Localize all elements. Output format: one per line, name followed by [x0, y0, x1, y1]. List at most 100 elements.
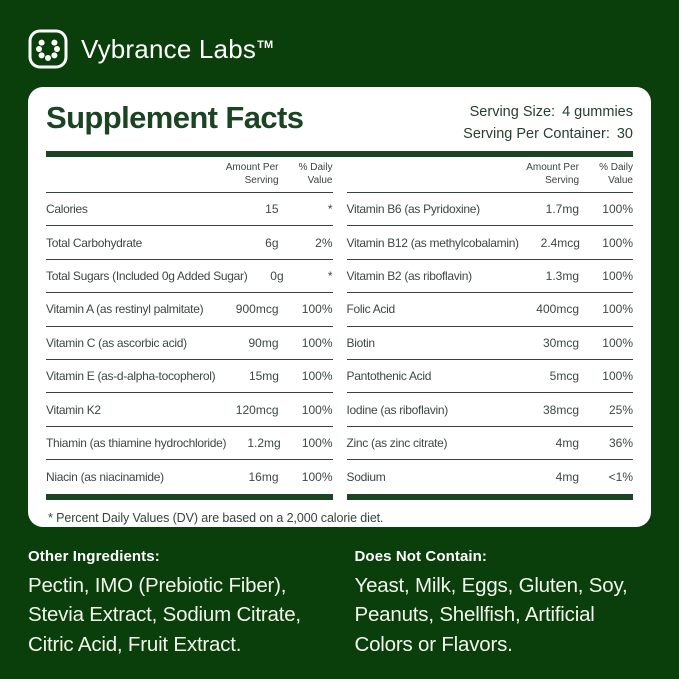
nutrient-amount: 15 [265, 202, 279, 217]
nutrient-amount: 1.7mg [545, 202, 579, 217]
nutrient-row: Vitamin A (as restinyl palmitate) 900mcg… [46, 293, 333, 327]
nutrient-amount: 90mg [248, 335, 279, 350]
nutrient-name: Vitamin E (as-d-alpha-tocopherol) [46, 369, 216, 384]
brand-logo-icon [28, 29, 68, 69]
nutrient-row: Vitamin B12 (as methylcobalamin) 2.4mcg … [346, 226, 633, 260]
nutrient-amount: 2.4mcg [540, 235, 580, 250]
nutrient-name: Iodine (as riboflavin) [346, 402, 449, 417]
nutrient-daily-value: 100% [602, 335, 633, 350]
nutrient-name: Biotin [346, 335, 376, 350]
serving-info: Serving Size: 4 gummies Serving Per Conta… [463, 100, 633, 146]
nutrient-row: Vitamin K2 120mcg 100% [46, 393, 333, 427]
nutrient-name: Vitamin C (as ascorbic acid) [46, 335, 187, 350]
nutrient-row: Biotin 30mcg 100% [346, 327, 633, 360]
nutrient-daily-value: 100% [602, 202, 633, 217]
does-not-contain-label: Does Not Contain: [354, 548, 488, 565]
nutrient-daily-value: 100% [602, 369, 633, 384]
nutrient-daily-value: 100% [301, 402, 333, 417]
nutrient-row: Total Sugars (Included 0g Added Sugar) 0… [46, 260, 333, 294]
nutrient-name: Calories [46, 202, 88, 217]
nutrient-row: Niacin (as niacinamide) 16mg 100% [46, 460, 333, 493]
nutrient-daily-value: * [327, 268, 333, 283]
nutrient-name: Total Sugars (Included 0g Added Sugar) [46, 268, 248, 283]
nutrient-row: Vitamin E (as-d-alpha-tocopherol) 15mg 1… [46, 360, 333, 394]
nutrient-row: Sodium 4mg <1% [347, 460, 634, 493]
daily-value-header: % Daily Value [599, 162, 633, 186]
nutrient-amount: 0g [270, 268, 284, 283]
nutrient-amount: 4mg [555, 435, 579, 450]
nutrient-row: Vitamin B2 (as riboflavin) 1.3mg 100% [346, 260, 633, 294]
nutrient-daily-value: 100% [301, 469, 333, 484]
facts-table-left: Amount Per Serving % Daily Value Calorie… [46, 157, 333, 500]
header-rule [46, 151, 633, 157]
nutrient-daily-value: * [327, 202, 333, 217]
nutrient-row: Vitamin C (as ascorbic acid) 90mg 100% [46, 327, 333, 360]
nutrient-name: Niacin (as niacinamide) [46, 469, 164, 484]
daily-value-header: % Daily Value [298, 162, 333, 186]
nutrient-name: Pantothenic Acid [346, 369, 432, 384]
nutrient-daily-value: 100% [301, 335, 333, 350]
nutrient-name: Total Carbohydrate [46, 235, 142, 250]
nutrient-name: Vitamin K2 [46, 402, 101, 417]
nutrient-row: Thiamin (as thiamine hydrochloride) 1.2m… [46, 427, 333, 461]
table-bottom-rule [46, 493, 333, 500]
nutrient-row: Calories 15 * [46, 193, 333, 227]
serving-size: Serving Size: 4 gummies [469, 104, 633, 120]
nutrient-daily-value: 100% [602, 235, 633, 250]
nutrient-row: Total Carbohydrate 6g 2% [46, 226, 333, 260]
nutrient-amount: 16mg [248, 469, 279, 484]
nutrient-name: Sodium [346, 469, 386, 484]
nutrient-daily-value: 25% [608, 402, 633, 417]
nutrient-row: Pantothenic Acid 5mcg 100% [346, 360, 633, 394]
nutrient-amount: 6g [265, 235, 279, 250]
nutrient-daily-value: 100% [301, 302, 333, 317]
amount-per-serving-header: Amount Per Serving [526, 162, 579, 186]
trademark-symbol: TM [257, 38, 274, 51]
panel-header: Supplement Facts Serving Size: 4 gummies … [46, 100, 633, 149]
nutrient-amount: 1.3mg [545, 268, 579, 283]
nutrient-amount: 900mcg [235, 302, 279, 317]
nutrient-name: Vitamin B12 (as methylcobalamin) [346, 235, 520, 250]
nutrient-amount: 30mcg [542, 335, 579, 350]
other-ingredients-label: Other Ingredients: [28, 548, 160, 565]
nutrient-amount: 38mcg [542, 402, 579, 417]
supplement-facts-panel: Supplement Facts Serving Size: 4 gummies … [28, 87, 651, 527]
nutrient-name: Thiamin (as thiamine hydrochloride) [46, 435, 227, 450]
nutrient-rows-right: Vitamin B6 (as Pyridoxine) 1.7mg 100% Vi… [346, 193, 634, 494]
daily-value-footnote: * Percent Daily Values (DV) are based on… [48, 510, 384, 525]
nutrient-daily-value: 100% [602, 268, 633, 283]
nutrient-name: Vitamin B6 (as Pyridoxine) [346, 202, 481, 217]
nutrient-name: Zinc (as zinc citrate) [346, 435, 448, 450]
does-not-contain-block: Does Not Contain: Yeast, Milk, Eggs, Glu… [355, 548, 652, 659]
does-not-contain-text: Yeast, Milk, Eggs, Gluten, Soy, Peanuts,… [354, 574, 628, 656]
other-ingredients-block: Other Ingredients: Pectin, IMO (Prebioti… [28, 548, 325, 659]
nutrient-amount: 1.2mg [247, 435, 281, 450]
brand-name: Vybrance LabsTM [81, 33, 274, 64]
nutrient-rows-left: Calories 15 * Total Carbohydrate 6g 2% T… [46, 193, 333, 494]
column-headers-left: Amount Per Serving % Daily Value [46, 157, 333, 193]
panel-title: Supplement Facts [46, 100, 304, 135]
amount-per-serving-header: Amount Per Serving [225, 162, 279, 186]
nutrient-row: Iodine (as riboflavin) 38mcg 25% [346, 393, 633, 427]
nutrient-name: Vitamin B2 (as riboflavin) [346, 268, 473, 283]
nutrient-daily-value: 2% [315, 235, 333, 250]
facts-table-right: Amount Per Serving % Daily Value Vitamin… [346, 157, 634, 500]
nutrient-amount: 5mcg [549, 369, 579, 384]
nutrient-row: Folic Acid 400mcg 100% [346, 293, 633, 327]
other-ingredients-text: Pectin, IMO (Prebiotic Fiber), Stevia Ex… [28, 574, 301, 656]
column-headers-right: Amount Per Serving % Daily Value [346, 157, 633, 193]
table-bottom-rule [346, 493, 633, 500]
nutrient-daily-value: 36% [608, 435, 633, 450]
brand-header: Vybrance LabsTM [28, 28, 651, 70]
nutrient-amount: 4mg [555, 469, 579, 484]
bottom-info: Other Ingredients: Pectin, IMO (Prebioti… [28, 548, 651, 659]
nutrient-name: Folic Acid [346, 302, 396, 317]
nutrient-daily-value: 100% [301, 369, 333, 384]
nutrient-row: Vitamin B6 (as Pyridoxine) 1.7mg 100% [346, 193, 633, 227]
nutrient-amount: 400mcg [536, 302, 579, 317]
nutrient-name: Vitamin A (as restinyl palmitate) [46, 302, 204, 317]
serving-per-container: Serving Per Container: 30 [463, 125, 633, 142]
nutrient-amount: 15mg [248, 369, 279, 384]
nutrient-amount: 120mcg [235, 402, 279, 417]
